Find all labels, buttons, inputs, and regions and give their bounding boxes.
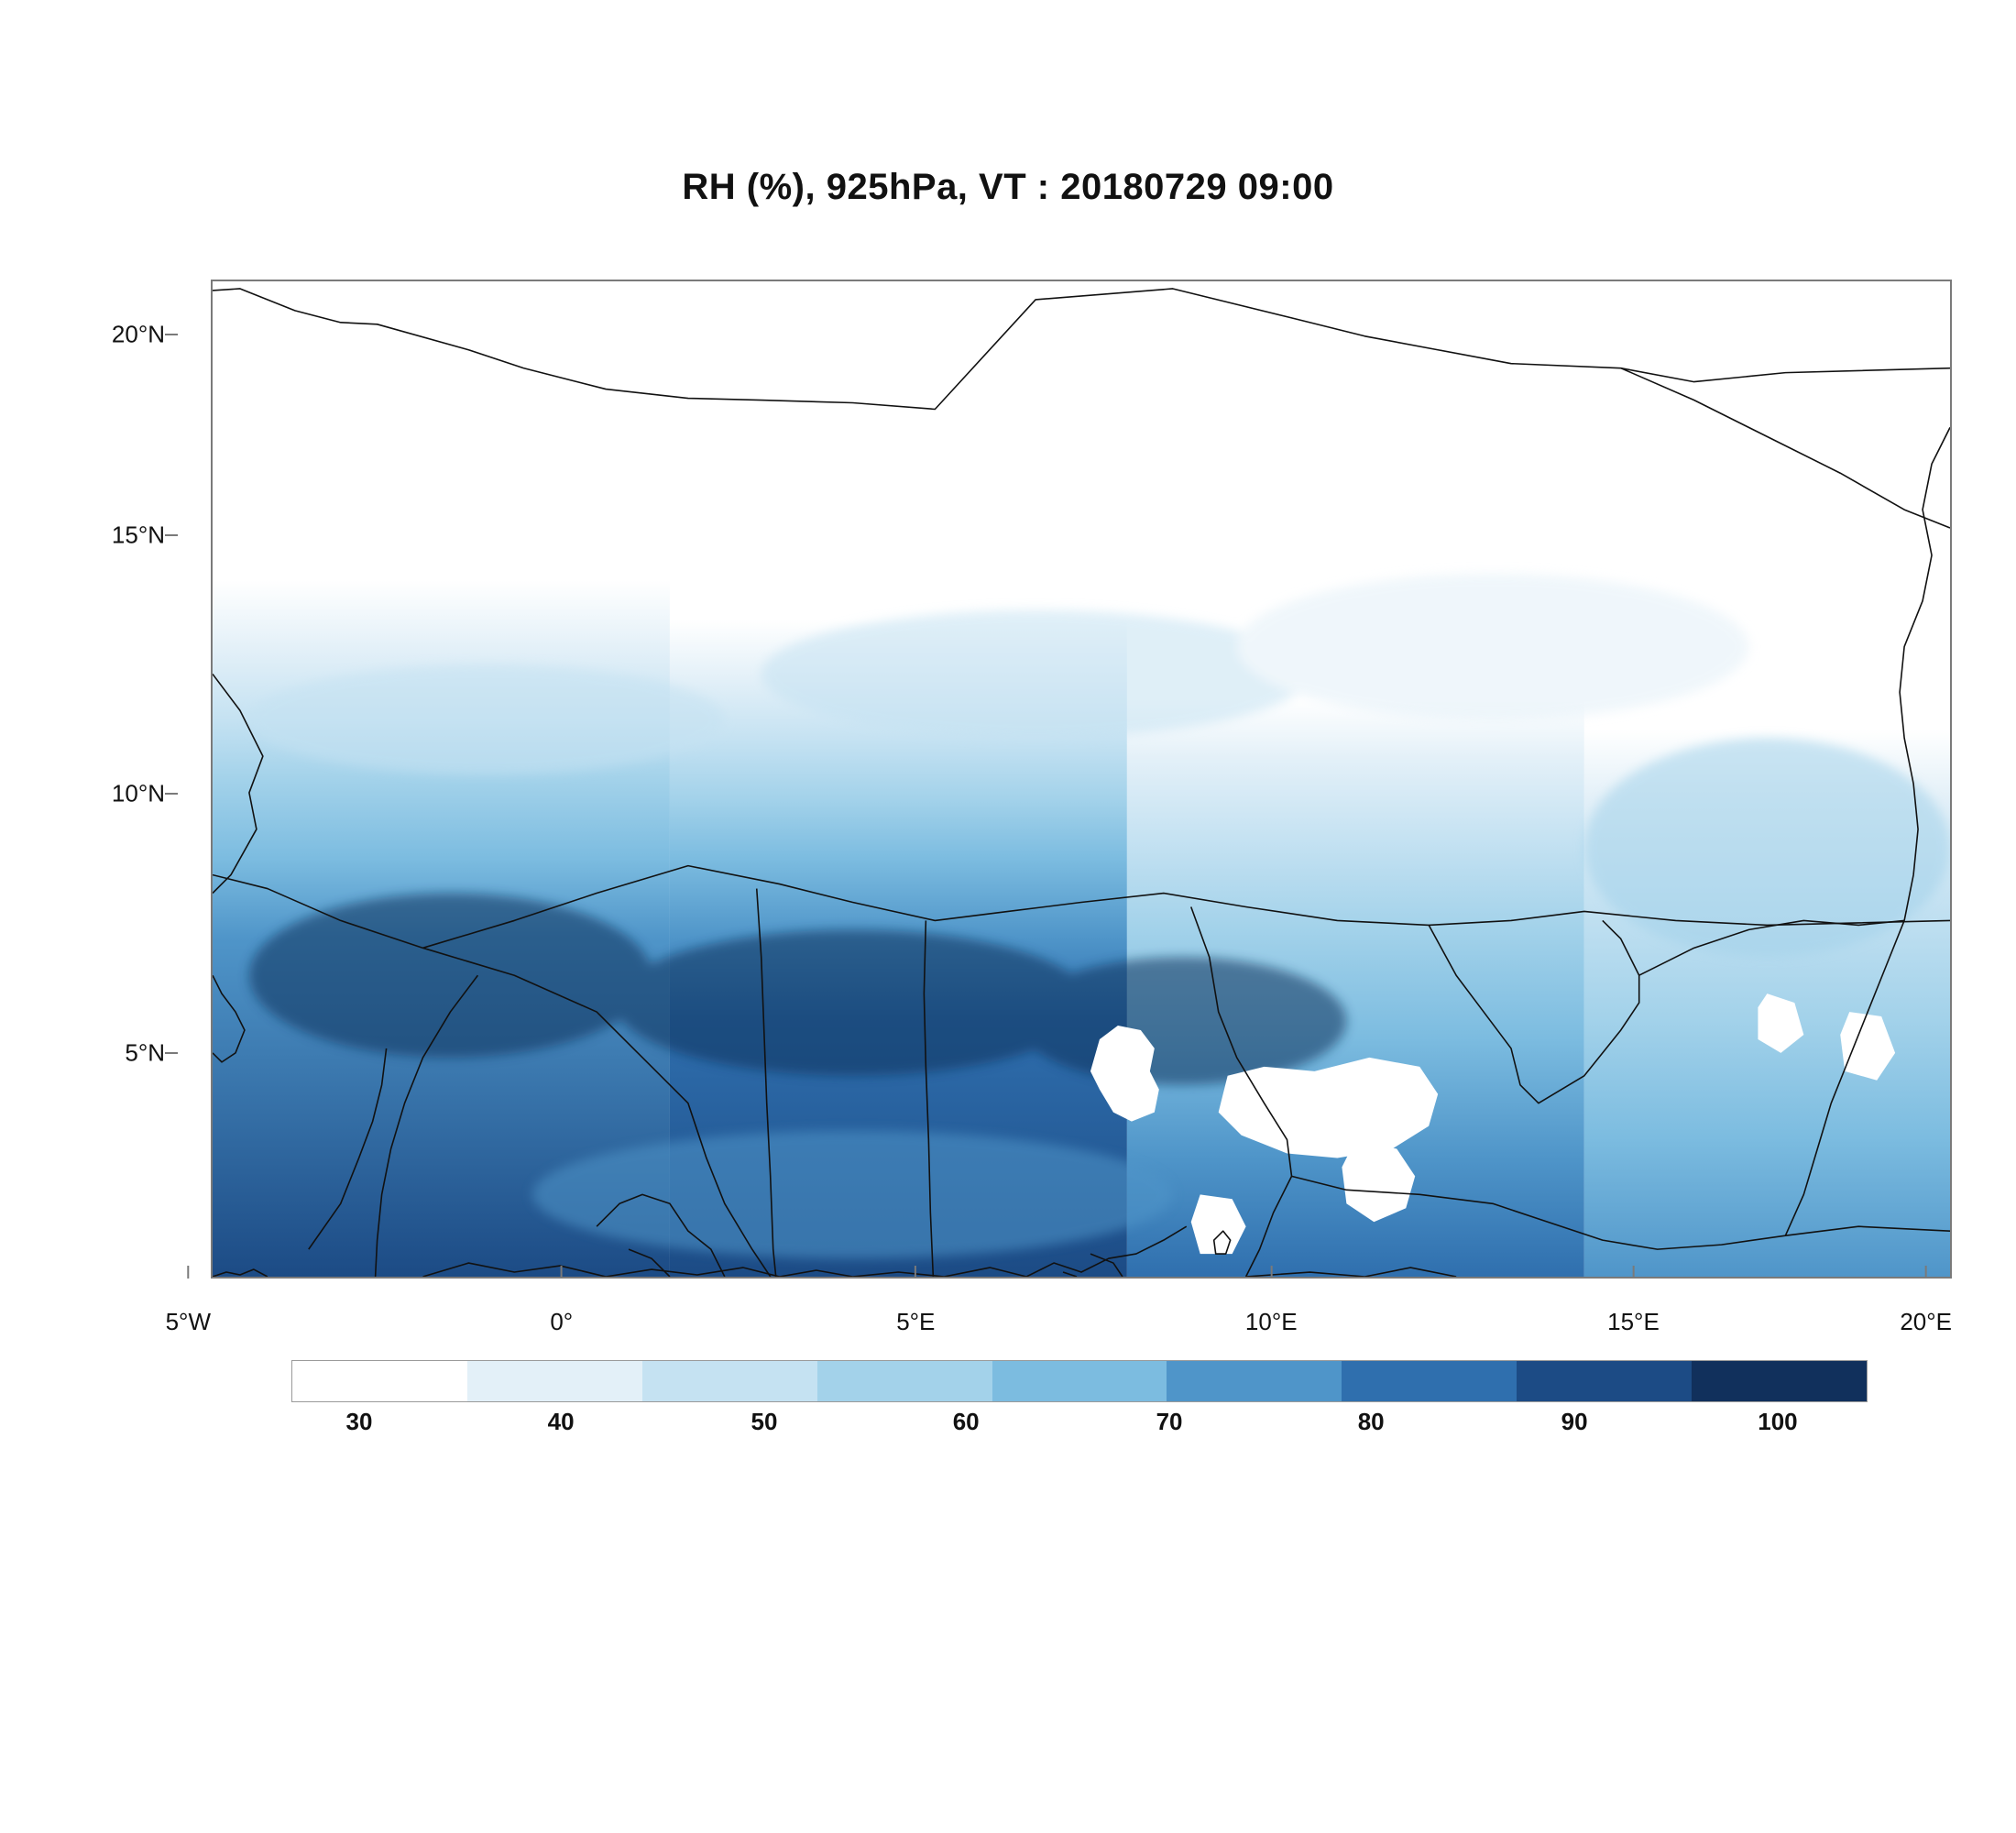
colorbar-segment-5[interactable]	[1167, 1361, 1342, 1401]
colorbar-tick-label-1: 40	[548, 1408, 575, 1436]
y-axis-tick-mark	[165, 534, 178, 536]
colorbar-tick-label-3: 60	[953, 1408, 980, 1436]
chart-title: RH (%), 925hPa, VT : 20180729 09:00	[0, 167, 2016, 208]
x-axis-tick-label-0: 5°W	[166, 1308, 211, 1336]
y-axis-tick-label-0: 20°N	[112, 320, 165, 348]
colorbar-tick-label-7: 100	[1758, 1408, 1797, 1436]
y-axis-tick-label-2: 10°N	[112, 780, 165, 808]
x-axis-tick-mark	[561, 1266, 563, 1279]
colorbar-segment-0[interactable]	[292, 1361, 467, 1401]
colorbar-gradient[interactable]	[291, 1360, 1868, 1402]
x-axis-tick-mark	[915, 1266, 916, 1279]
colorbar-segment-1[interactable]	[467, 1361, 642, 1401]
colorbar-tick-label-6: 90	[1561, 1408, 1588, 1436]
y-axis-labels: 20°N 15°N 10°N 5°N	[0, 280, 211, 1279]
y-axis-tick-mark	[165, 1052, 178, 1054]
x-axis-labels: 5°W 0° 5°E 10°E 15°E 20°E	[211, 1279, 1952, 1334]
colorbar-segment-6[interactable]	[1342, 1361, 1517, 1401]
x-axis-tick-mark	[1632, 1266, 1634, 1279]
y-axis-tick-mark	[165, 334, 178, 335]
x-axis-tick-label-5: 20°E	[1900, 1308, 1952, 1336]
colorbar-tick-label-2: 50	[751, 1408, 778, 1436]
map-plot-area	[211, 280, 1952, 1279]
x-axis-tick-label-3: 10°E	[1245, 1308, 1298, 1336]
colorbar-segment-8[interactable]	[1692, 1361, 1867, 1401]
x-axis-tick-mark	[1925, 1266, 1927, 1279]
colorbar-legend[interactable]: 30 40 50 60 70 80 90 100	[291, 1360, 1868, 1402]
colorbar-segment-2[interactable]	[642, 1361, 817, 1401]
colorbar-tick-label-5: 80	[1358, 1408, 1385, 1436]
x-axis-tick-label-1: 0°	[550, 1308, 573, 1336]
colorbar-segment-3[interactable]	[817, 1361, 992, 1401]
colorbar-segment-4[interactable]	[992, 1361, 1167, 1401]
y-axis-tick-label-3: 5°N	[125, 1038, 165, 1067]
colorbar-tick-label-0: 30	[345, 1408, 372, 1436]
y-axis-tick-mark	[165, 793, 178, 795]
x-axis-tick-label-4: 15°E	[1607, 1308, 1660, 1336]
x-axis-tick-mark	[1270, 1266, 1272, 1279]
colorbar-segment-7[interactable]	[1517, 1361, 1692, 1401]
y-axis-tick-label-1: 15°N	[112, 521, 165, 550]
x-axis-tick-label-2: 5°E	[896, 1308, 935, 1336]
colorbar-tick-label-4: 70	[1156, 1408, 1183, 1436]
